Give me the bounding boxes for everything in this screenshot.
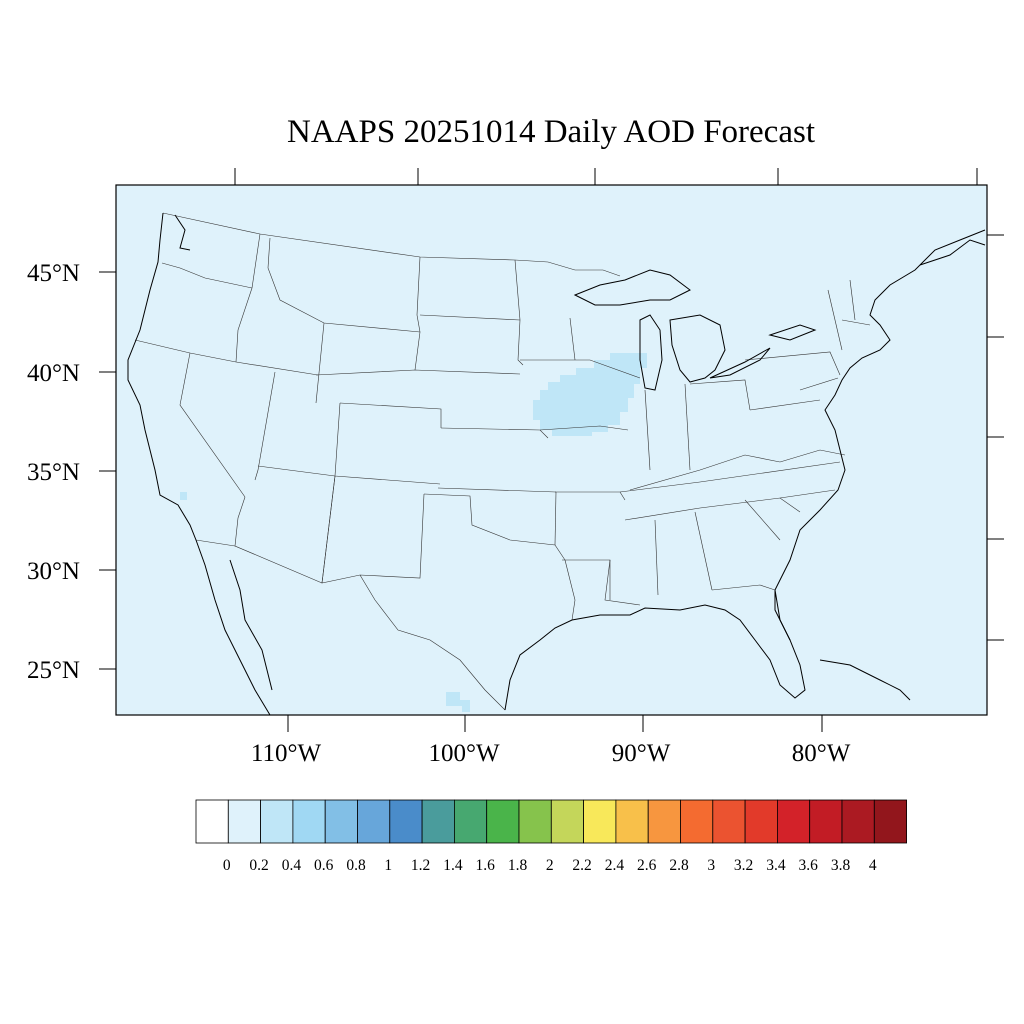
lat-label-45: 45°N xyxy=(27,260,80,287)
map-frame xyxy=(115,184,988,716)
lat-label-30: 30°N xyxy=(27,558,80,585)
colorbar-swatch xyxy=(324,799,358,844)
colorbar-tick-label: 3.8 xyxy=(831,857,851,874)
colorbar-swatch xyxy=(712,799,746,844)
colorbar-tick-label: 4 xyxy=(869,857,877,874)
longitude-labels: 110°W 100°W 90°W 80°W xyxy=(251,740,851,767)
aod-patches xyxy=(180,353,647,712)
colorbar-swatch xyxy=(292,799,326,844)
map-ticks xyxy=(99,168,1004,732)
colorbar-swatch xyxy=(389,799,423,844)
coastlines xyxy=(127,212,986,716)
colorbar-tick-label: 3.2 xyxy=(734,857,753,874)
colorbar-swatch xyxy=(583,799,617,844)
colorbar-tick-label: 0.2 xyxy=(249,857,268,874)
colorbar-swatch xyxy=(357,799,391,844)
aod-colorbar xyxy=(195,799,907,844)
colorbar-tick-label: 2.6 xyxy=(637,857,657,874)
colorbar-tick-label: 1.8 xyxy=(508,857,528,874)
colorbar-swatch xyxy=(421,799,455,844)
colorbar-tick-label: 0.6 xyxy=(314,857,334,874)
colorbar-swatch xyxy=(518,799,552,844)
colorbar-swatch xyxy=(647,799,681,844)
colorbar-tick-label: 3.4 xyxy=(766,857,786,874)
colorbar-tick-label: 2 xyxy=(546,857,554,874)
colorbar-swatch xyxy=(260,799,294,844)
colorbar-tick-label: 0.8 xyxy=(346,857,366,874)
colorbar-swatch xyxy=(841,799,875,844)
colorbar-tick-label: 3 xyxy=(707,857,715,874)
lon-label-80: 80°W xyxy=(792,740,851,767)
lon-label-90: 90°W xyxy=(612,740,671,767)
lat-label-40: 40°N xyxy=(27,360,80,387)
colorbar-tick-label: 2.4 xyxy=(605,857,625,874)
colorbar-tick-label: 1.4 xyxy=(443,857,463,874)
colorbar-swatch xyxy=(615,799,649,844)
aod-colorbar-labels: 0 0.2 0.4 0.6 0.8 1 1.2 1.4 1.6 1.8 2 2.2 2.4 2.6 2.8 3… xyxy=(223,857,877,874)
latitude-labels: 45°N 40°N 35°N 30°N 25°N xyxy=(27,260,80,684)
colorbar-tick-label: 1 xyxy=(384,857,392,874)
colorbar-swatch xyxy=(453,799,488,844)
colorbar-swatch xyxy=(777,799,811,844)
lon-label-110: 110°W xyxy=(251,740,322,767)
map-frame-fill xyxy=(116,185,987,715)
colorbar-tick-label: 3.6 xyxy=(799,857,819,874)
lon-label-100: 100°W xyxy=(428,740,499,767)
midwest-aod-patch xyxy=(533,353,647,436)
colorbar-swatch xyxy=(195,799,229,844)
lat-label-25: 25°N xyxy=(27,657,80,684)
colorbar-tick-label: 1.2 xyxy=(411,857,430,874)
colorbar-tick-label: 2.8 xyxy=(669,857,689,874)
colorbar-tick-label: 1.6 xyxy=(476,857,496,874)
colorbar-tick-label: 0.4 xyxy=(282,857,302,874)
colorbar-tick-label: 2.2 xyxy=(572,857,591,874)
colorbar-swatch xyxy=(809,799,843,844)
southwest-aod-spot xyxy=(180,492,187,500)
colorbar-tick-label: 0 xyxy=(223,857,231,874)
colorbar-swatch xyxy=(873,799,907,844)
colorbar-swatch xyxy=(486,799,520,844)
colorbar-swatch xyxy=(744,799,778,844)
gulf-aod-spot xyxy=(446,692,470,712)
state-boundaries xyxy=(134,212,871,711)
colorbar-swatch xyxy=(550,799,584,844)
colorbar-swatch xyxy=(227,799,262,844)
lat-label-35: 35°N xyxy=(27,459,80,486)
map-title: NAAPS 20251014 Daily AOD Forecast xyxy=(287,114,815,150)
colorbar-swatch xyxy=(680,799,714,844)
